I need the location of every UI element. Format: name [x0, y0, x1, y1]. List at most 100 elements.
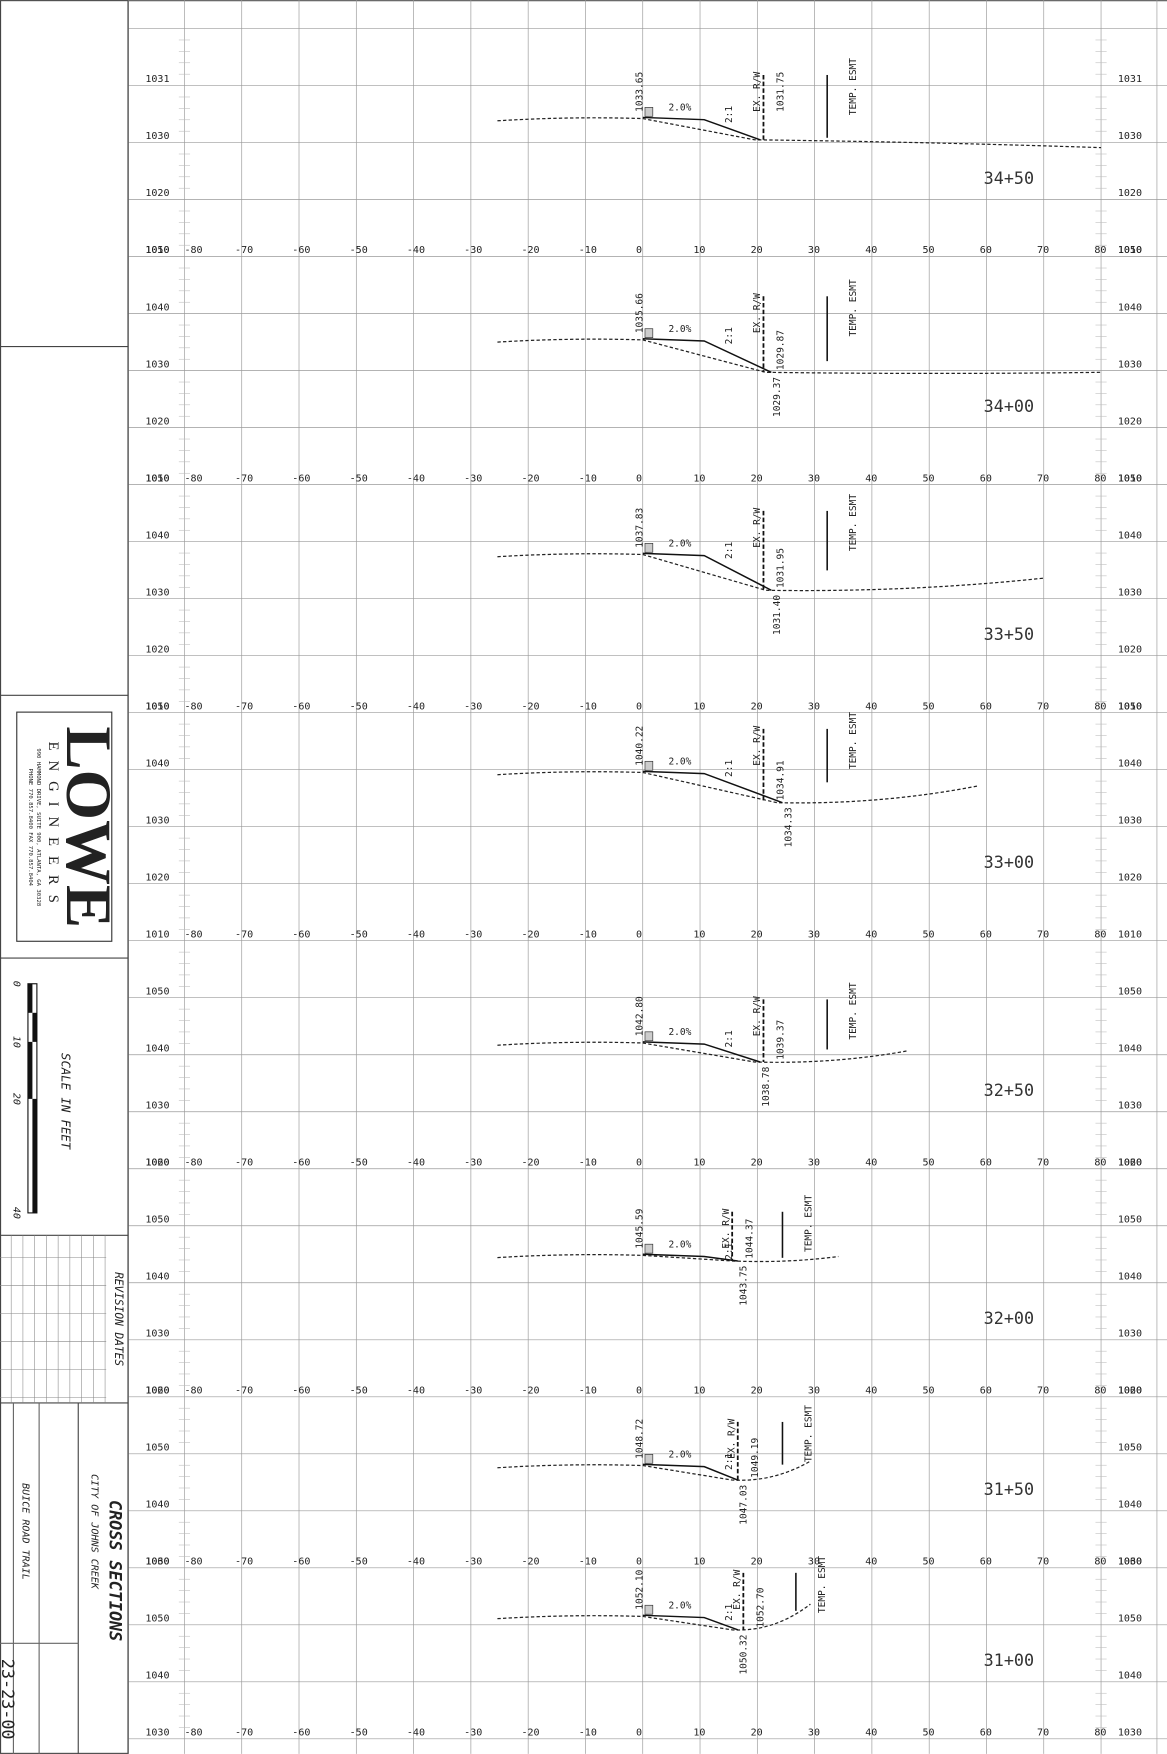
elevation-label: 1030 [145, 131, 169, 142]
offset-label: -30 [464, 473, 482, 484]
row-label-wrap: EX. R/W [752, 996, 763, 1036]
side-slope: 2:1 [724, 542, 735, 559]
center-elevation-wrap: 1037.83 [635, 508, 646, 548]
curb [644, 1243, 654, 1254]
elevation-label: 1060 [1118, 1385, 1142, 1396]
offset-label: -20 [521, 1556, 539, 1567]
elevation-label: 1031 [145, 74, 169, 85]
easement-label-wrap: TEMP. ESMT [804, 1405, 815, 1462]
elevation-label: 1030 [145, 359, 169, 370]
offset-label: 80 [1094, 701, 1106, 712]
station-label: 32+00 [984, 1308, 1034, 1328]
offset-label: 80 [1094, 1157, 1106, 1168]
side-slope-wrap: 2:1 [724, 1030, 735, 1047]
offset-label: 10 [693, 929, 705, 940]
offset-label: 20 [751, 1385, 763, 1396]
offset-label: 40 [865, 929, 877, 940]
offset-label: -60 [292, 1556, 310, 1567]
elevation-label: 1030 [1118, 1727, 1142, 1738]
cross-slope: 2.0% [668, 1450, 691, 1461]
offset-label: 20 [751, 245, 763, 256]
offset-label: 40 [865, 1157, 877, 1168]
offset-label: -40 [407, 1556, 425, 1567]
elevation-label: 1040 [145, 1043, 169, 1054]
elevation-label: 1020 [1118, 1385, 1142, 1396]
low-elevation-wrap: 1038.78 [761, 1066, 772, 1106]
right-elevation-wrap: 1044.37 [744, 1219, 755, 1259]
right-elevation: 1031.75 [776, 72, 787, 112]
strip-border [0, 0, 129, 1754]
offset-label: 10 [693, 1727, 705, 1738]
offset-label: -40 [407, 245, 425, 256]
low-elevation: 1038.78 [761, 1066, 772, 1106]
phone: PHONE 770.857.8400 FAX 770.857.8404 [27, 768, 33, 886]
row-label: EX. R/W [721, 1208, 732, 1248]
side-slope: 2:1 [724, 1603, 735, 1620]
offset-label: -60 [292, 929, 310, 940]
offset-label: 60 [980, 1556, 992, 1567]
right-elevation-wrap: 1049.19 [750, 1438, 761, 1478]
offset-label: -80 [184, 245, 202, 256]
offset-label: -70 [235, 1556, 253, 1567]
right-elevation: 1049.19 [750, 1438, 761, 1478]
offset-label: -50 [350, 701, 368, 712]
offset-label: -60 [292, 473, 310, 484]
elevation-label: 1040 [145, 1271, 169, 1282]
right-elevation: 1031.95 [776, 548, 787, 588]
center-elevation: 1045.59 [635, 1208, 646, 1248]
row-label: EX. R/W [752, 72, 763, 112]
row-label: EX. R/W [732, 1569, 743, 1609]
station-label: 32+50 [984, 1080, 1034, 1100]
offset-label: -30 [464, 1385, 482, 1396]
right-elevation: 1052.70 [755, 1587, 766, 1627]
elevation-label: 1030 [1118, 815, 1142, 826]
side-slope-wrap: 2:1 [724, 1603, 735, 1620]
offset-label: 50 [922, 1385, 934, 1396]
elevation-label: 1030 [145, 587, 169, 598]
offset-label: 10 [693, 473, 705, 484]
scale-tick-label: 40 [10, 1207, 21, 1219]
station-label: 31+50 [984, 1479, 1034, 1499]
offset-label: -10 [579, 1385, 597, 1396]
client: CITY OF JOHNS CREEK [89, 1474, 100, 1590]
easement-label: TEMP. ESMT [848, 494, 859, 551]
row-label: EX. R/W [726, 1419, 737, 1459]
offset-label: 0 [636, 1556, 642, 1567]
project-wrap: BUICE ROAD TRAIL [19, 1483, 30, 1580]
offset-label: -60 [292, 245, 310, 256]
easement-label-wrap: TEMP. ESMT [817, 1556, 828, 1613]
offset-label: -30 [464, 245, 482, 256]
easement-label: TEMP. ESMT [804, 1405, 815, 1462]
curb [644, 760, 654, 771]
elevation-label: 1020 [1118, 416, 1142, 427]
right-elevation-wrap: 1031.75 [776, 72, 787, 112]
low-elevation: 1047.03 [739, 1485, 750, 1525]
cross-slope: 2.0% [668, 103, 691, 114]
elevation-label: 1010 [1118, 701, 1142, 712]
proposed-section [642, 770, 783, 804]
elevation-label: 1050 [145, 1613, 169, 1624]
offset-label: 60 [980, 701, 992, 712]
offset-label: 30 [808, 1157, 820, 1168]
elevation-label: 1040 [145, 1499, 169, 1510]
offset-label: -70 [235, 701, 253, 712]
offset-label: 80 [1094, 473, 1106, 484]
station-label: 33+50 [984, 624, 1034, 644]
scale-tick-label: 0 [10, 981, 21, 987]
side-slope-wrap: 2:1 [724, 1453, 735, 1470]
cross-slope: 2.0% [668, 324, 691, 335]
scale-title: SCALE IN FEET [58, 1053, 72, 1150]
offset-label: -70 [235, 245, 253, 256]
side-slope-wrap: 2:1 [724, 542, 735, 559]
offset-label: 60 [980, 929, 992, 940]
easement-label: TEMP. ESMT [817, 1556, 828, 1613]
side-slope-wrap: 2:1 [724, 760, 735, 777]
easement-label: TEMP. ESMT [804, 1195, 815, 1252]
offset-label: 50 [922, 1727, 934, 1738]
offset-label: 0 [636, 1727, 642, 1738]
center-elevation: 1042.80 [635, 996, 646, 1036]
offset-label: 30 [808, 245, 820, 256]
easement-label: TEMP. ESMT [848, 279, 859, 336]
proposed-section [642, 552, 772, 591]
